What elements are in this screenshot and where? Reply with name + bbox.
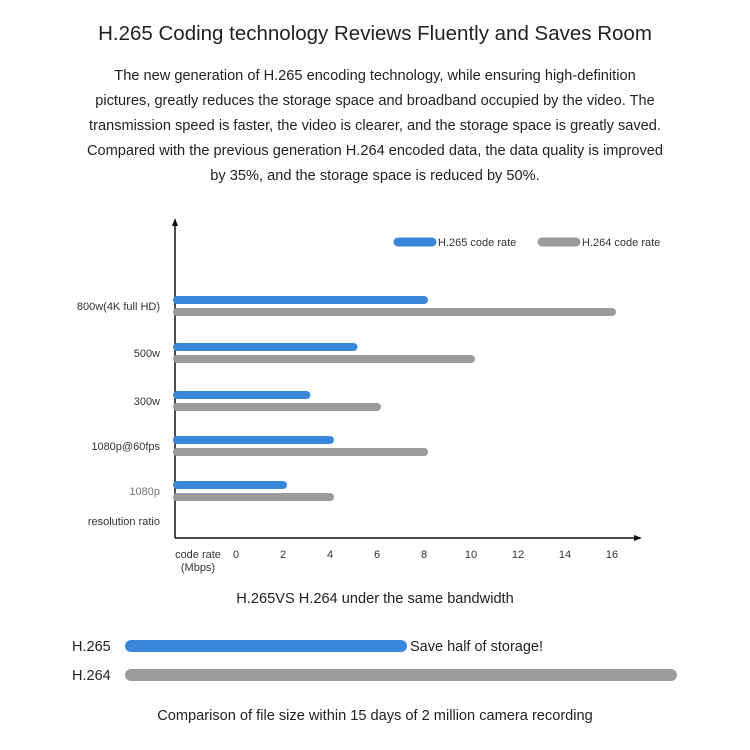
x-tick-label: 10 <box>465 549 477 561</box>
description-line: transmission speed is faster, the video … <box>89 118 661 134</box>
description-line: Compared with the previous generation H.… <box>87 143 663 159</box>
chart-caption: H.265VS H.264 under the same bandwidth <box>236 591 514 607</box>
x-axis-arrow <box>634 535 642 541</box>
x-tick-label: 12 <box>512 549 524 561</box>
description-line: pictures, greatly reduces the storage sp… <box>95 93 655 109</box>
x-tick-label: 8 <box>421 549 427 561</box>
x-axis-label: code rate <box>175 549 221 561</box>
description-line: by 35%, and the storage space is reduced… <box>210 168 540 184</box>
category-label: 800w(4K full HD) <box>77 301 160 313</box>
legend-label: H.265 code rate <box>438 237 516 249</box>
category-label: 1080p <box>129 486 160 498</box>
storage-caption: Comparison of file size within 15 days o… <box>157 708 593 724</box>
x-tick-label: 16 <box>606 549 618 561</box>
x-axis-label: (Mbps) <box>181 562 215 574</box>
y-axis-label: resolution ratio <box>88 516 160 528</box>
page-title: H.265 Coding technology Reviews Fluently… <box>98 22 652 45</box>
description: The new generation of H.265 encoding tec… <box>40 64 710 189</box>
x-tick-label: 14 <box>559 549 571 561</box>
x-tick-label: 6 <box>374 549 380 561</box>
storage-annotation: Save half of storage! <box>410 639 543 655</box>
category-label: 500w <box>134 348 160 360</box>
legend-label: H.264 code rate <box>582 237 660 249</box>
category-label: 300w <box>134 396 160 408</box>
storage-label: H.265 <box>72 639 111 655</box>
storage-label: H.264 <box>72 668 111 684</box>
x-tick-label: 0 <box>233 549 239 561</box>
x-tick-label: 2 <box>280 549 286 561</box>
category-label: 1080p@60fps <box>91 441 160 453</box>
description-line: The new generation of H.265 encoding tec… <box>114 68 636 84</box>
x-tick-label: 4 <box>327 549 333 561</box>
y-axis-arrow <box>172 218 178 226</box>
